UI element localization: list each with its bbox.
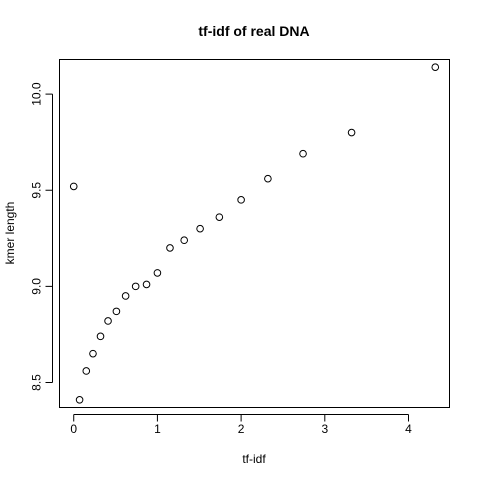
data-point [196,224,204,233]
y-axis-label: kmer length [3,202,17,265]
data-point [121,292,130,300]
y-axis: 8.5 9.0 9.5 10.0 [30,82,53,391]
data-point [75,396,84,404]
data-point [69,182,78,191]
x-tick-label: 1 [154,422,161,436]
y-tick-label: 8.5 [30,374,44,391]
data-point [347,128,356,137]
data-point [142,280,151,289]
x-tick-label: 4 [405,422,412,436]
data-point [131,282,140,291]
data-point [96,332,105,341]
x-axis: 0 1 2 3 4 [70,414,412,436]
data-point [180,236,188,245]
data-point [431,63,440,71]
data-points [69,63,440,404]
data-point [82,367,91,375]
y-tick-label: 9.0 [30,278,44,295]
plot-frame [59,59,450,408]
x-tick-label: 0 [70,422,77,436]
data-point [264,174,272,183]
chart-title: tf-idf of real DNA [198,23,309,39]
data-point [166,244,174,252]
y-tick-label: 9.5 [30,182,44,199]
data-point [89,349,97,358]
data-point [215,213,224,221]
y-tick-label: 10.0 [30,82,44,106]
data-point [153,269,162,277]
x-axis-label: tf-idf [242,452,266,466]
x-tick-label: 2 [238,422,245,436]
data-point [237,196,245,204]
data-point [104,317,112,325]
x-tick-label: 3 [321,422,328,436]
data-point [299,149,307,158]
data-point [112,307,121,316]
